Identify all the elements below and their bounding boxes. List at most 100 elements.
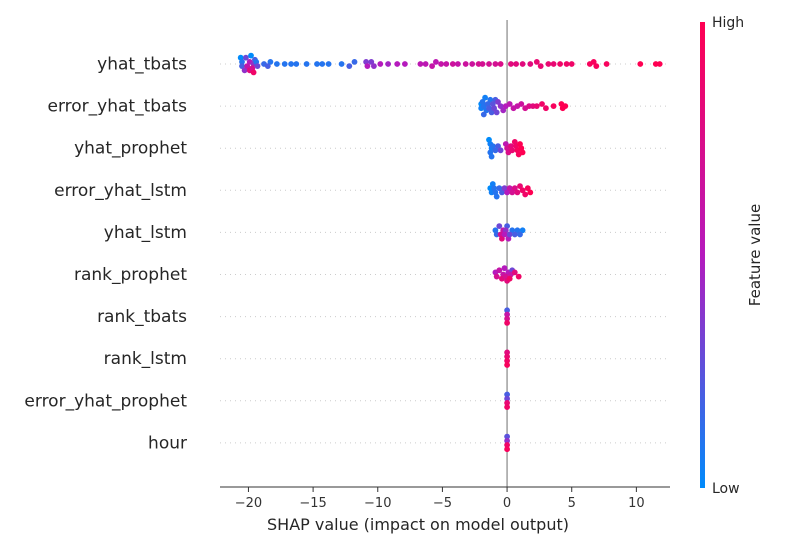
shap-point [500, 107, 507, 114]
shap-point [506, 185, 513, 192]
shap-point [539, 101, 545, 107]
shap-point [504, 307, 510, 314]
shap-point [486, 105, 492, 112]
shap-point [504, 353, 510, 360]
shap-point [499, 189, 505, 196]
shap-point [550, 61, 557, 67]
shap-point [422, 61, 429, 67]
feature-label: error_yhat_tbats [48, 97, 188, 117]
feature-label: rank_tbats [97, 307, 187, 327]
shap-point [514, 189, 521, 196]
shap-point [488, 109, 495, 116]
shap-point [563, 61, 570, 67]
shap-point [385, 61, 391, 67]
shap-point [501, 265, 508, 272]
shap-point [527, 61, 534, 67]
shap-point [514, 227, 521, 234]
shap-point [254, 63, 261, 69]
shap-point [377, 61, 384, 67]
shap-point [281, 61, 288, 67]
shap-point [487, 96, 494, 103]
shap-point [504, 315, 510, 322]
shap-point [524, 185, 531, 192]
shap-point [504, 311, 510, 318]
shap-point [509, 189, 516, 196]
x-axis-label: SHAP value (impact on model output) [267, 515, 569, 534]
shap-point [368, 59, 375, 65]
shap-point [239, 63, 245, 69]
shap-point [518, 101, 525, 107]
shap-point [522, 191, 529, 198]
shap-point [511, 269, 518, 276]
shap-point [293, 61, 300, 67]
colorbar-title: Feature value [746, 204, 764, 306]
shap-point [511, 231, 518, 238]
shap-point [338, 61, 345, 67]
shap-point [491, 105, 497, 112]
shap-point [497, 103, 504, 109]
feature-label: rank_prophet [74, 265, 187, 285]
shap-point [504, 189, 510, 196]
shap-point [533, 103, 540, 109]
shap-point [493, 193, 500, 200]
shap-point [402, 61, 408, 67]
feature-label: hour [148, 433, 187, 453]
shap-point [250, 69, 257, 76]
feature-label: yhat_prophet [74, 139, 187, 159]
shap-point [504, 442, 510, 448]
shap-point [482, 94, 488, 101]
shap-point [513, 61, 519, 67]
shap-point [533, 59, 540, 65]
shap-point [557, 61, 563, 67]
shap-point [480, 111, 487, 118]
x-tick-label: 5 [568, 496, 576, 511]
shap-point [314, 61, 320, 67]
shap-point [593, 63, 600, 69]
shap-point [504, 320, 510, 326]
shap-point [515, 273, 522, 280]
colorbar-gradient [700, 22, 705, 488]
shap-point [492, 147, 499, 154]
shap-point [486, 61, 492, 67]
shap-point [497, 147, 504, 154]
shap-point [509, 227, 516, 234]
shap-point [537, 63, 544, 69]
shap-point [656, 61, 663, 67]
shap-point [504, 357, 510, 364]
shap-point [303, 61, 310, 67]
x-axis: −20 −15 −10 −5 0 5 10 [220, 486, 670, 511]
shap-point [501, 231, 508, 238]
x-tick-label: −10 [364, 496, 391, 511]
shap-point [517, 231, 523, 238]
shap-point [506, 231, 513, 238]
colorbar-low-label: Low [712, 481, 740, 497]
feature-label: yhat_tbats [97, 55, 187, 75]
shap-point [239, 59, 245, 65]
x-tick-label: −5 [433, 496, 452, 511]
shap-point [519, 149, 526, 156]
shap-point [504, 400, 510, 406]
shap-point [351, 59, 358, 65]
shap-point [488, 153, 495, 160]
feature-rows: yhat_tbats error_yhat_tbats yhat_propheter… [24, 55, 670, 453]
shap-point [504, 404, 510, 410]
shap-point [429, 63, 435, 69]
x-tick-label: −15 [299, 496, 326, 511]
shap-point [519, 187, 526, 194]
feature-label: rank_lstm [104, 349, 187, 369]
shap-point [264, 63, 271, 69]
shap-point [433, 59, 439, 65]
shap-point [243, 54, 249, 61]
shap-point [499, 235, 505, 242]
shap-points [237, 52, 663, 453]
shap-point [248, 52, 254, 59]
x-tick-label: 10 [628, 496, 645, 511]
shap-point [519, 227, 526, 234]
shap-point [364, 63, 371, 69]
shap-point [489, 143, 496, 150]
shap-point [267, 59, 274, 65]
shap-point [504, 433, 510, 440]
shap-point [504, 349, 510, 356]
